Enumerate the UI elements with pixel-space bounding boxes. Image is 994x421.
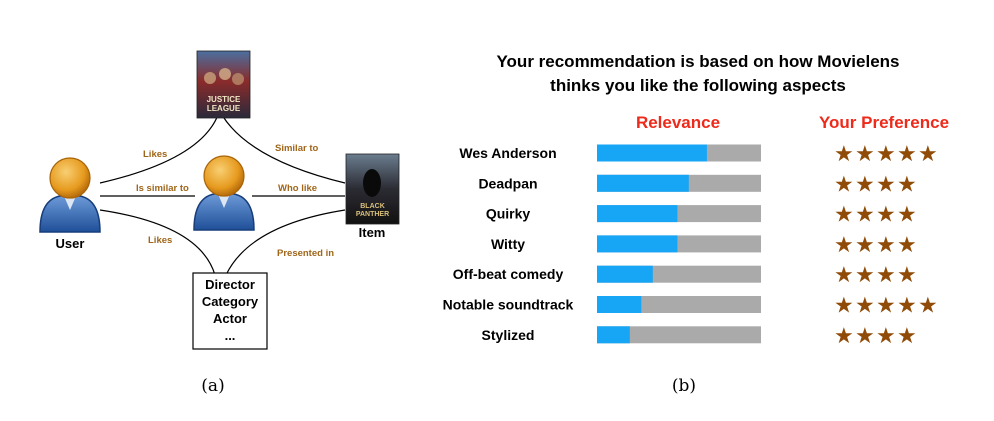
relevance-bar-fill	[597, 174, 689, 192]
star-icon: ★	[897, 233, 917, 258]
attribute-more: ...	[225, 328, 236, 343]
edge-label-who-like: Who like	[278, 183, 317, 194]
aspect-row: Wes Anderson ★ ★ ★ ★ ★	[459, 142, 937, 167]
svg-text:LEAGUE: LEAGUE	[207, 104, 241, 113]
aspect-row: Stylized ★ ★ ★ ★	[482, 324, 917, 349]
aspect-label: Deadpan	[478, 175, 537, 191]
edge-user-likes-attributes	[99, 209, 216, 276]
star-icon: ★	[876, 294, 896, 319]
aspect-row: Witty ★ ★ ★ ★	[491, 233, 917, 258]
star-icon: ★	[855, 203, 875, 228]
star-icon: ★	[876, 263, 896, 288]
aspect-row: Deadpan ★ ★ ★ ★	[478, 172, 916, 197]
relevance-header: Relevance	[636, 113, 720, 132]
star-icon: ★	[834, 294, 854, 319]
panel-a: Likes Is similar to Likes Similar to Who…	[39, 50, 400, 396]
aspect-label: Notable soundtrack	[443, 297, 574, 313]
relevance-bar-fill	[597, 296, 642, 313]
star-icon: ★	[876, 233, 896, 258]
caption-b: (b)	[672, 376, 696, 396]
explanation-title-line1: Your recommendation is based on how Movi…	[496, 52, 899, 71]
aspect-row: Notable soundtrack ★ ★ ★ ★ ★	[443, 294, 938, 319]
star-icon: ★	[834, 203, 854, 228]
edge-label-likes-bottom: Likes	[148, 235, 172, 246]
edge-top-poster-similar-to-item	[221, 114, 346, 184]
attribute-director: Director	[205, 277, 255, 292]
aspect-row: Quirky ★ ★ ★ ★	[486, 203, 917, 228]
edge-label-similar-to: Similar to	[275, 143, 318, 154]
aspect-label: Off-beat comedy	[453, 266, 564, 282]
star-icon: ★	[855, 294, 875, 319]
relevance-bar-fill	[597, 144, 707, 162]
star-icon: ★	[897, 142, 917, 167]
star-icon: ★	[897, 324, 917, 349]
star-icon: ★	[834, 233, 854, 258]
aspect-label: Stylized	[482, 327, 535, 343]
relevance-bar-fill	[597, 235, 678, 253]
svg-text:PANTHER: PANTHER	[356, 211, 389, 218]
star-icon: ★	[855, 324, 875, 349]
star-icon: ★	[876, 142, 896, 167]
star-icon: ★	[918, 142, 938, 167]
star-icon: ★	[876, 324, 896, 349]
star-icon: ★	[897, 203, 917, 228]
star-icon: ★	[855, 263, 875, 288]
edge-label-is-similar-to: Is similar to	[136, 183, 189, 194]
explanation-title-line2: thinks you like the following aspects	[550, 76, 846, 95]
panel-b: Your recommendation is based on how Movi…	[443, 52, 949, 396]
star-icon: ★	[855, 172, 875, 197]
svg-text:JUSTICE: JUSTICE	[207, 95, 241, 104]
attributes-box: Director Category Actor ...	[192, 272, 268, 350]
item-label: Item	[359, 225, 386, 240]
star-icon: ★	[876, 203, 896, 228]
star-icon: ★	[834, 263, 854, 288]
star-icon: ★	[834, 324, 854, 349]
black-panther-poster: BLACK PANTHER	[345, 153, 400, 225]
star-icon: ★	[834, 172, 854, 197]
aspect-row: Off-beat comedy ★ ★ ★ ★	[453, 263, 917, 288]
edge-attributes-presented-in-item	[225, 209, 346, 276]
star-icon: ★	[855, 233, 875, 258]
edge-label-presented-in: Presented in	[277, 248, 334, 259]
star-icon: ★	[876, 172, 896, 197]
preference-header: Your Preference	[819, 113, 949, 132]
relevance-bar-fill	[597, 265, 653, 283]
relevance-bar-fill	[597, 326, 630, 344]
aspect-rows: Wes Anderson ★ ★ ★ ★ ★Deadpan ★ ★ ★ ★Quirky ★ ★ ★ ★Wi…	[443, 142, 938, 349]
edge-label-likes-top: Likes	[143, 149, 167, 160]
star-icon: ★	[897, 294, 917, 319]
star-icon: ★	[834, 142, 854, 167]
attribute-actor: Actor	[213, 311, 247, 326]
star-icon: ★	[897, 172, 917, 197]
relevance-bar-track	[597, 326, 761, 344]
relevance-bar-fill	[597, 205, 678, 223]
caption-a: (a)	[201, 376, 224, 396]
user-icon	[39, 157, 101, 233]
aspect-label: Witty	[491, 236, 525, 252]
star-icon: ★	[855, 142, 875, 167]
svg-text:BLACK: BLACK	[360, 203, 385, 210]
star-icon: ★	[897, 263, 917, 288]
attribute-category: Category	[202, 294, 259, 309]
aspect-label: Quirky	[486, 206, 531, 222]
justice-league-poster: JUSTICE LEAGUE	[196, 50, 251, 119]
user-label: User	[56, 236, 85, 251]
edge-user-likes-top-poster	[99, 114, 219, 184]
aspect-label: Wes Anderson	[459, 145, 556, 161]
similar-user-icon	[193, 155, 255, 231]
star-icon: ★	[918, 294, 938, 319]
